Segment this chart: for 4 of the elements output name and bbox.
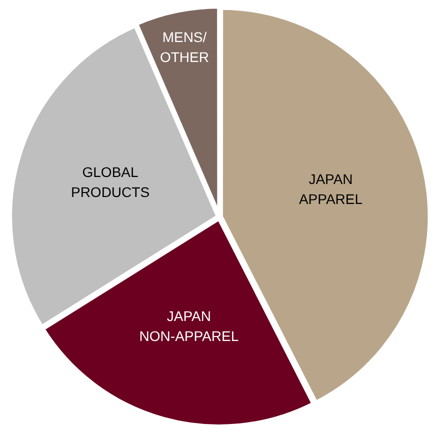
slice-label: JAPAN APPAREL: [298, 171, 363, 208]
slice-label: MENS/ OTHER: [160, 28, 209, 65]
slice-label: JAPAN NON-APPAREL: [139, 308, 239, 344]
slice-label: GLOBAL PRODUCTS: [70, 164, 150, 200]
